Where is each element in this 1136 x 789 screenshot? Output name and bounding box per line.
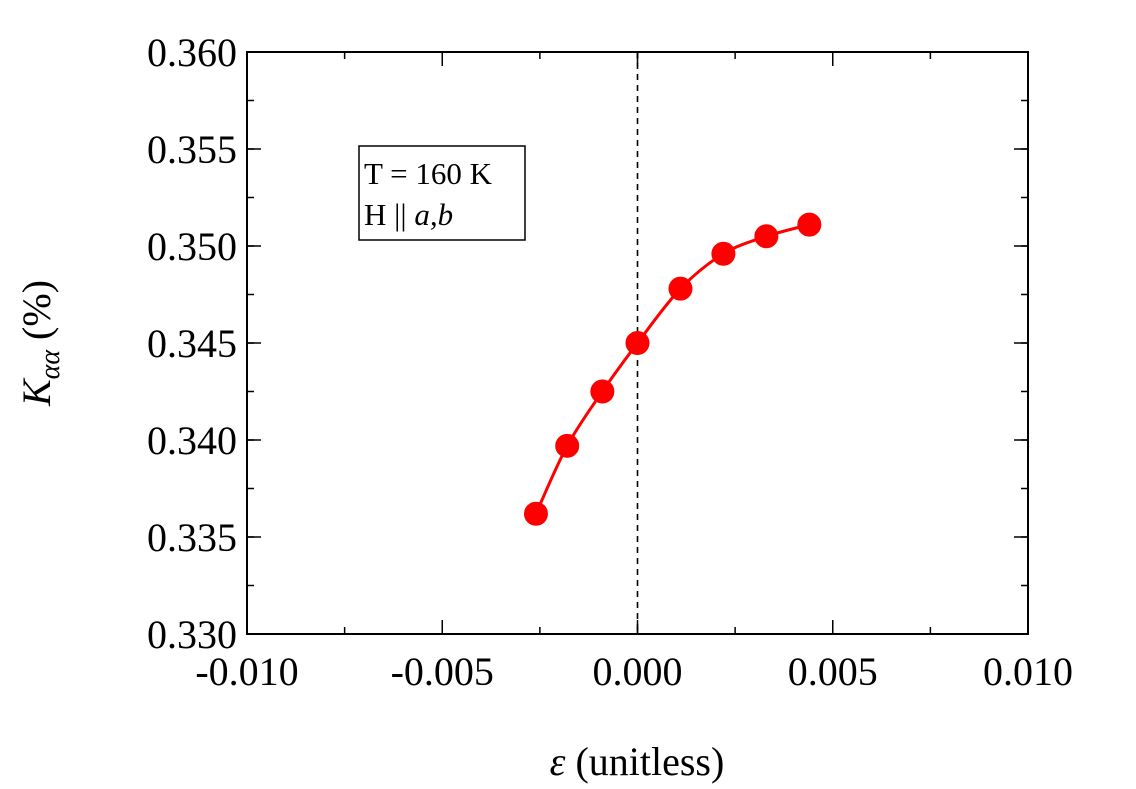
data-point (754, 224, 779, 249)
data-point (668, 276, 693, 301)
y-tick-label: 0.340 (147, 418, 237, 463)
y-tick-label: 0.330 (147, 612, 237, 657)
tick-labels: -0.010 -0.005 0.000 0.005 0.010 0.330 0.335 0.3… (147, 30, 1073, 694)
annotation-line-1: T = 160 K (364, 156, 493, 191)
data-point (590, 379, 615, 404)
x-tick-label: -0.010 (195, 649, 298, 694)
y-tick-label: 0.345 (147, 321, 237, 366)
annotation-frame (358, 145, 526, 241)
data-point (625, 331, 650, 355)
series-line (534, 223, 810, 515)
data-point (797, 212, 822, 237)
y-tick-label: 0.335 (147, 515, 237, 560)
annotation-line-2: H || a,b (364, 197, 453, 232)
y-tick-label: 0.355 (147, 127, 237, 172)
x-axis-label: ε (unitless) (550, 739, 725, 784)
data-point (555, 433, 580, 458)
y-tick-label: 0.350 (147, 224, 237, 269)
x-tick-label: 0.010 (983, 649, 1073, 694)
data-point (711, 241, 736, 266)
series-layer (523, 212, 822, 526)
y-axis-label: Kαα (%) (14, 280, 66, 407)
x-tick-label: 0.000 (593, 649, 683, 694)
plot-frame (246, 51, 1029, 635)
annotation-box: T = 160 K H || a,b (358, 145, 526, 241)
data-point (523, 501, 548, 526)
y-tick-label: 0.360 (147, 30, 237, 75)
x-tick-label: 0.005 (788, 649, 878, 694)
x-tick-label: -0.005 (391, 649, 494, 694)
